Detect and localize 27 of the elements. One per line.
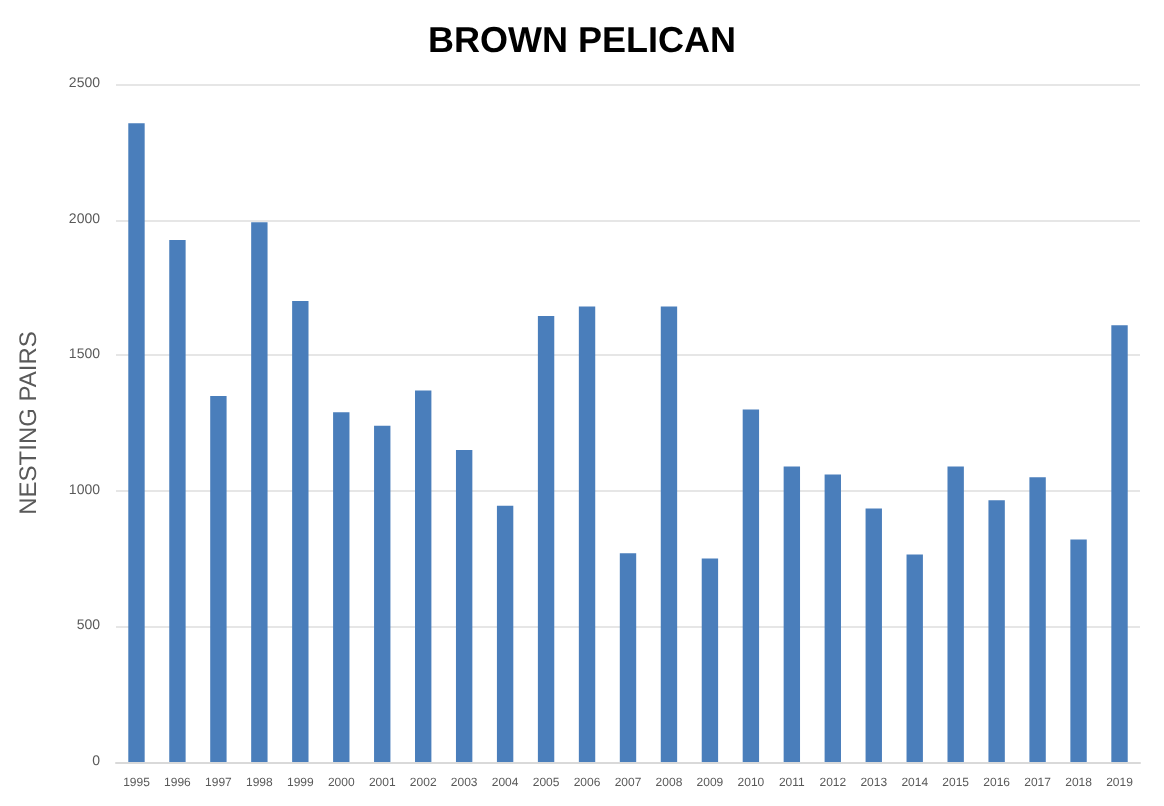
bar — [292, 300, 309, 762]
bar — [1029, 477, 1046, 762]
bar — [701, 558, 719, 762]
bar — [374, 425, 391, 762]
bar — [537, 315, 555, 762]
bar — [660, 306, 678, 762]
bar — [742, 409, 760, 762]
bar — [947, 466, 964, 762]
bar — [455, 450, 473, 762]
bar — [1070, 539, 1087, 762]
bar — [865, 508, 882, 762]
y-axis-title: NESTING PAIRS — [14, 331, 42, 515]
chart-title: BROWN PELICAN — [428, 20, 736, 60]
bar — [988, 500, 1005, 762]
bar — [210, 395, 227, 762]
bar — [906, 554, 923, 762]
bar — [128, 123, 145, 762]
bar — [496, 505, 514, 762]
bar — [1111, 325, 1128, 762]
bar — [415, 390, 432, 762]
bar — [251, 222, 268, 762]
bar — [783, 466, 801, 762]
bar — [578, 306, 596, 762]
bar — [824, 474, 841, 762]
bar — [169, 239, 186, 762]
bar — [619, 553, 637, 762]
bar — [333, 412, 350, 762]
